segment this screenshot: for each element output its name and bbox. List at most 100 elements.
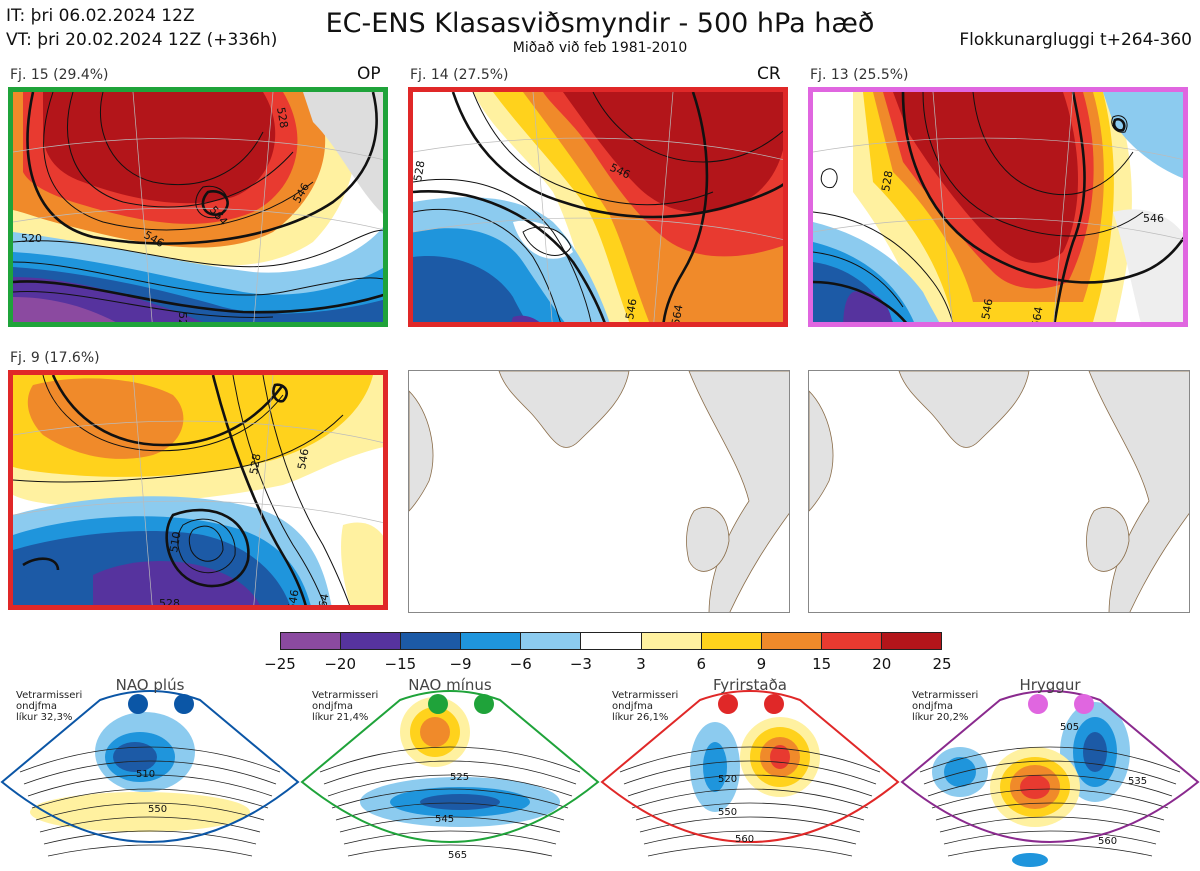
header-dates: IT: þri 06.02.2024 12Z VT: þri 20.02.202… [6, 4, 277, 52]
regime-marker-dot [474, 694, 494, 714]
regime-panel: 510 550 NAO plús Vetrarmisseri ondjfma líkur … [0, 672, 300, 871]
empty-map-6 [808, 370, 1190, 613]
contour-label: 528 [413, 160, 428, 183]
regime-note-line: ondjfma [312, 701, 353, 712]
contour-label: 528 [176, 312, 189, 327]
panel-1-label: Fj. 15 (29.4%) [10, 67, 109, 83]
panel-2-label: Fj. 14 (27.5%) [410, 67, 509, 83]
colorbar-segment [581, 633, 642, 649]
regime-map: 520 550 560 [600, 690, 900, 857]
contour-label: 546 [623, 298, 639, 321]
colorbar-tick-label: −6 [509, 655, 532, 673]
regime-contour-label: 550 [718, 807, 737, 818]
regime-marker-dot [1028, 694, 1048, 714]
regime-contour-label: 525 [450, 772, 469, 783]
contour-label: 510 [167, 531, 183, 554]
panel-4-label: Fj. 9 (17.6%) [10, 350, 100, 366]
regime-note: Vetrarmisseri ondjfma líkur 20,2% [912, 690, 978, 723]
regime-panel: 505 535 560 Hryggur Vetrarmisseri ondjfma líku… [900, 672, 1200, 871]
regime-note-line: Vetrarmisseri [912, 690, 979, 701]
colorbar-tick-label: −25 [264, 655, 296, 673]
colorbar-segment [461, 633, 522, 649]
cluster-map-2: 546 528 546 564 [408, 87, 788, 327]
regime-marker-dot [174, 694, 194, 714]
regime-title: Fyrirstaða [713, 676, 787, 694]
contour-label: 546 [295, 448, 311, 471]
panel-1-tag: OP [357, 64, 381, 84]
colorbar-ticks: −25 −20 −15 −9 −6 −3 3 6 9 15 20 25 [260, 655, 960, 675]
colorbar-segment [281, 633, 342, 649]
regime-contour-label: 510 [136, 769, 155, 780]
regime-note-line: Vetrarmisseri [16, 690, 83, 701]
regime-note-line: Vetrarmisseri [312, 690, 379, 701]
colorbar-segment [701, 633, 762, 649]
colorbar-segment [521, 633, 582, 649]
contour-label: 564 [315, 593, 331, 610]
regime-marker-dot [428, 694, 448, 714]
colorbar-segment [881, 633, 942, 649]
contour-label: 564 [1029, 306, 1045, 327]
regime-contour-label: 565 [448, 850, 467, 861]
colorbar-tick-label: −15 [384, 655, 417, 673]
regime-title: Hryggur [1019, 676, 1081, 694]
page-subtitle: Miðað við feb 1981-2010 [512, 40, 688, 56]
regime-contour-label: 520 [718, 774, 737, 785]
regime-note-line: ondjfma [912, 701, 953, 712]
contour-label: 528 [247, 453, 263, 476]
regime-marker-dot [1074, 694, 1094, 714]
cluster-map-1: 528 546 564 520 546 528 [8, 87, 388, 327]
colorbar-tick-label: −9 [449, 655, 472, 673]
contour-label: 528 [879, 170, 895, 193]
colorbar [280, 632, 942, 650]
contour-label: 528 [159, 597, 180, 610]
regime-map: 505 535 560 [900, 690, 1200, 867]
contour-label: 528 [274, 106, 290, 129]
regime-note-line: líkur 20,2% [912, 712, 969, 723]
colorbar-segment [821, 633, 882, 649]
contour-label: 546 [979, 298, 995, 321]
colorbar-tick-label: 25 [932, 655, 952, 673]
cluster-map-4: 546 528 546 510 528 564 [8, 370, 388, 610]
regime-contour-label: 560 [735, 834, 754, 845]
colorbar-segment [761, 633, 822, 649]
regime-note-line: ondjfma [16, 701, 57, 712]
regime-contour-label: 535 [1128, 776, 1147, 787]
regime-contour-label: 560 [1098, 836, 1117, 847]
regime-contour-label: 545 [435, 814, 454, 825]
regime-map: 525 545 565 [300, 690, 600, 861]
regime-title: NAO plús [115, 676, 185, 694]
classification-window: Flokkunargluggi t+264-360 [959, 30, 1192, 50]
colorbar-tick-label: −3 [569, 655, 592, 673]
colorbar-tick-label: 15 [812, 655, 832, 673]
regime-note-line: ondjfma [612, 701, 653, 712]
regime-contour-label: 505 [1060, 722, 1079, 733]
colorbar-tick-label: 20 [872, 655, 892, 673]
colorbar-tick-label: −20 [324, 655, 356, 673]
page-title: EC-ENS Klasasviðsmyndir - 500 hPa hæð [325, 8, 875, 39]
regime-note: Vetrarmisseri ondjfma líkur 32,3% [16, 690, 82, 723]
initial-time: IT: þri 06.02.2024 12Z [6, 6, 195, 26]
panel-2-tag: CR [757, 64, 781, 84]
regime-marker-dot [764, 694, 784, 714]
colorbar-tick-label: 3 [636, 655, 646, 673]
regime-contour-label: 550 [148, 804, 167, 815]
regime-panel: 525 545 565 NAO mínus Vetrarmisseri ondjfma lí… [300, 672, 600, 871]
regime-panel: 520 550 560 Fyrirstaða Vetrarmisseri ondjfma l… [600, 672, 900, 871]
regime-note-line: líkur 32,3% [16, 712, 73, 723]
regime-note: Vetrarmisseri ondjfma líkur 26,1% [612, 690, 678, 723]
contour-label: 546 [285, 589, 301, 610]
regime-note-line: Vetrarmisseri [612, 690, 679, 701]
regime-note: Vetrarmisseri ondjfma líkur 21,4% [312, 690, 378, 723]
colorbar-tick-label: 9 [756, 655, 767, 673]
colorbar-tick-label: 6 [696, 655, 707, 673]
regime-map: 510 550 [0, 690, 300, 857]
regime-note-line: líkur 26,1% [612, 712, 669, 723]
regime-title: NAO mínus [408, 676, 492, 694]
regime-note-line: líkur 21,4% [312, 712, 369, 723]
regime-marker-dot [128, 694, 148, 714]
contour-label: 520 [21, 232, 42, 245]
colorbar-segment [341, 633, 402, 649]
contour-label: 546 [1143, 212, 1164, 225]
regime-marker-dot [718, 694, 738, 714]
empty-map-5 [408, 370, 790, 613]
